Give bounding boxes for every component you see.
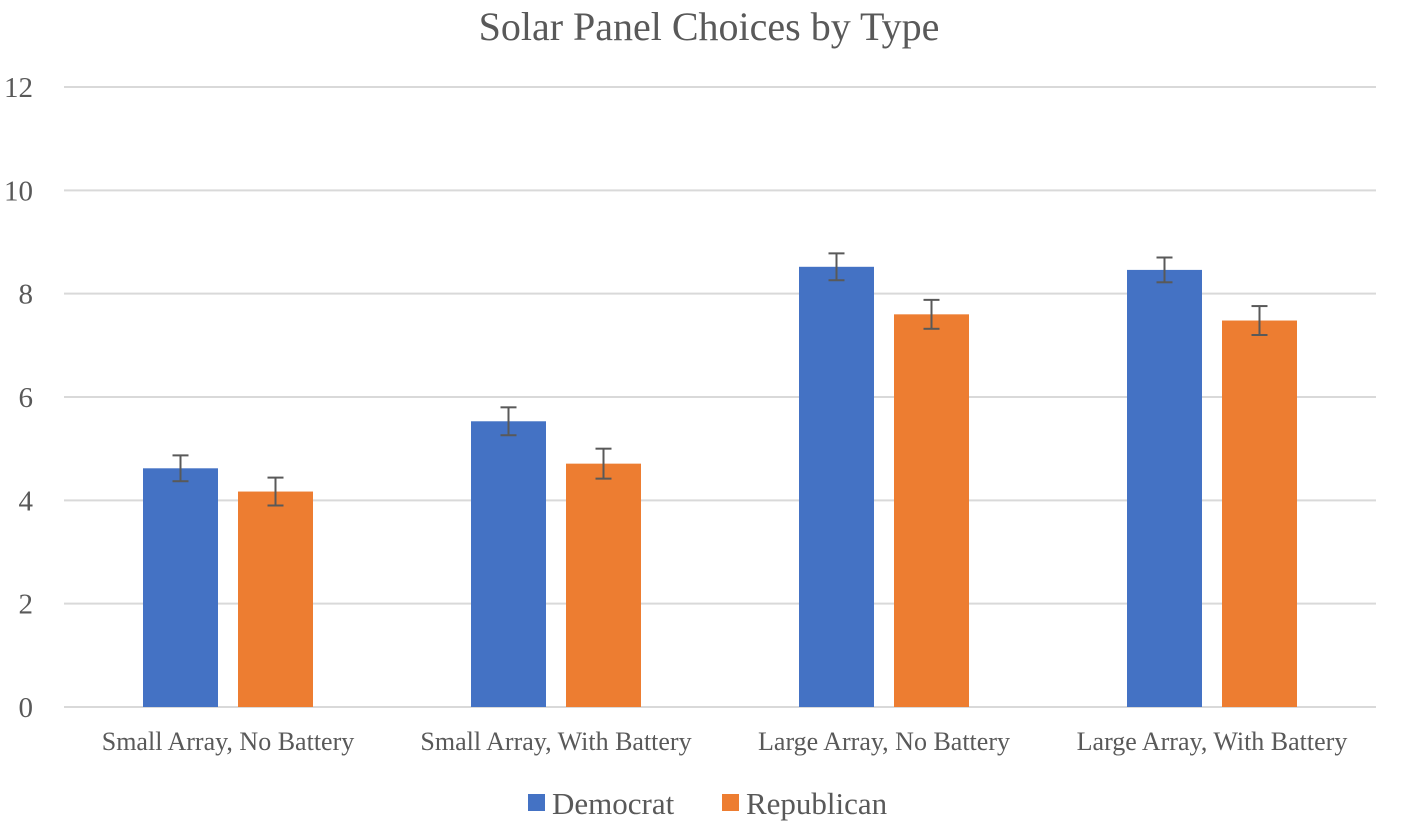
error-bar-republican (267, 476, 284, 507)
error-bar-democrat (172, 454, 189, 483)
error-bar-republican (923, 298, 940, 330)
legend-swatch (528, 794, 545, 811)
legend-item-democrat: Democrat (528, 786, 675, 821)
bar-democrat (471, 421, 546, 707)
bar-democrat (143, 468, 218, 707)
bar-democrat (799, 266, 874, 707)
x-tick-label: Large Array, No Battery (758, 727, 1010, 756)
y-axis-tick-labels: 0 2 4 6 8 10 12 (4, 72, 34, 724)
bar-republican (238, 491, 313, 707)
y-tick-label: 2 (19, 589, 34, 621)
legend-label: Democrat (552, 786, 675, 821)
legend-label: Republican (746, 786, 888, 821)
error-bar-democrat (828, 252, 845, 282)
legend-swatch (722, 794, 739, 811)
y-tick-label: 10 (4, 175, 33, 207)
bar-republican (1222, 320, 1297, 707)
legend: Democrat Republican (528, 786, 888, 821)
bar-republican (894, 314, 969, 707)
chart-title: Solar Panel Choices by Type (479, 4, 940, 49)
error-bar-democrat (1156, 256, 1173, 284)
x-axis-tick-labels: Small Array, No Battery Small Array, With… (102, 727, 1348, 756)
y-tick-label: 4 (19, 485, 34, 517)
legend-item-republican: Republican (722, 786, 888, 821)
y-tick-label: 0 (19, 692, 34, 724)
bar-republican (566, 463, 641, 707)
y-tick-label: 8 (19, 279, 34, 311)
x-tick-label: Small Array, With Battery (420, 727, 691, 756)
y-tick-label: 12 (4, 72, 33, 104)
error-bar-republican (595, 447, 612, 480)
error-bar-republican (1251, 305, 1268, 336)
error-bar-democrat (500, 406, 517, 437)
error-bars (172, 252, 1268, 507)
x-tick-label: Small Array, No Battery (102, 727, 354, 756)
bar-democrat (1127, 269, 1202, 707)
x-tick-label: Large Array, With Battery (1077, 727, 1348, 756)
y-tick-label: 6 (19, 382, 34, 414)
bars (143, 266, 1297, 707)
